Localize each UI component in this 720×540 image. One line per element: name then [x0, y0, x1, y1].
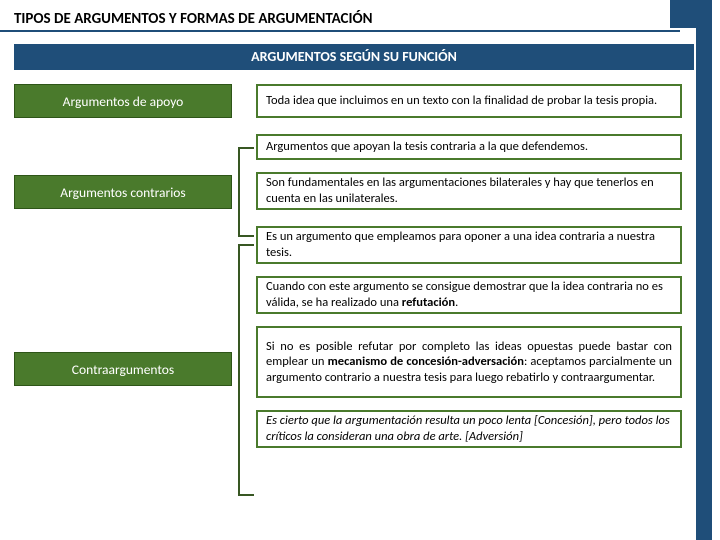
category-contraargs-label: Contraargumentos [72, 361, 174, 378]
corner-decor [670, 0, 712, 28]
connector-contrarios [238, 147, 254, 237]
connector-contraargs [238, 244, 254, 496]
desc-contraargs-2-text: Si no es posible refutar por completo la… [266, 339, 672, 386]
desc-contraargs-3: Es cierto que la argumentación resulta u… [256, 410, 682, 448]
desc-contraargs-1-text: Cuando con este argumento se consigue de… [266, 279, 672, 310]
side-stripe [696, 28, 712, 540]
desc-contrarios-1: Son fundamentales en las argumentaciones… [256, 172, 682, 210]
title-underline [0, 30, 680, 32]
desc-contraargs-0-text: Es un argumento que empleamos para opone… [266, 229, 672, 260]
desc-contrarios-1-text: Son fundamentales en las argumentaciones… [266, 175, 672, 206]
section-header: ARGUMENTOS SEGÚN SU FUNCIÓN [14, 44, 694, 70]
category-contrarios: Argumentos contrarios [14, 175, 232, 209]
desc-contraargs-2: Si no es posible refutar por completo la… [256, 326, 682, 398]
desc-apoyo-0: Toda idea que incluimos en un texto con … [256, 84, 682, 118]
category-apoyo: Argumentos de apoyo [14, 84, 232, 118]
desc-apoyo-0-text: Toda idea que incluimos en un texto con … [266, 93, 657, 109]
category-contrarios-label: Argumentos contrarios [60, 184, 185, 201]
desc-contraargs-0: Es un argumento que empleamos para opone… [256, 226, 682, 264]
category-apoyo-label: Argumentos de apoyo [63, 93, 184, 110]
category-contraargs: Contraargumentos [14, 352, 232, 386]
desc-contraargs-3-text: Es cierto que la argumentación resulta u… [266, 413, 672, 444]
desc-contrarios-0: Argumentos que apoyan la tesis contraria… [256, 134, 682, 160]
page-title: TIPOS DE ARGUMENTOS Y FORMAS DE ARGUMENT… [14, 10, 373, 28]
desc-contrarios-0-text: Argumentos que apoyan la tesis contraria… [266, 139, 588, 155]
desc-contraargs-1: Cuando con este argumento se consigue de… [256, 276, 682, 314]
